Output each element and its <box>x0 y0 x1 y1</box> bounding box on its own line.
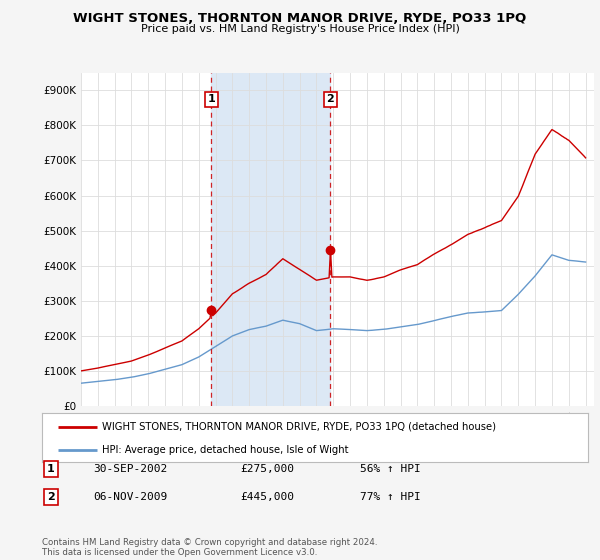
Text: 30-SEP-2002: 30-SEP-2002 <box>93 464 167 474</box>
Text: 1: 1 <box>208 95 215 105</box>
Text: £445,000: £445,000 <box>240 492 294 502</box>
Text: WIGHT STONES, THORNTON MANOR DRIVE, RYDE, PO33 1PQ (detached house): WIGHT STONES, THORNTON MANOR DRIVE, RYDE… <box>102 422 496 432</box>
Text: HPI: Average price, detached house, Isle of Wight: HPI: Average price, detached house, Isle… <box>102 445 349 455</box>
Text: Price paid vs. HM Land Registry's House Price Index (HPI): Price paid vs. HM Land Registry's House … <box>140 24 460 34</box>
Text: £275,000: £275,000 <box>240 464 294 474</box>
Text: Contains HM Land Registry data © Crown copyright and database right 2024.
This d: Contains HM Land Registry data © Crown c… <box>42 538 377 557</box>
Text: WIGHT STONES, THORNTON MANOR DRIVE, RYDE, PO33 1PQ: WIGHT STONES, THORNTON MANOR DRIVE, RYDE… <box>73 12 527 25</box>
Text: 06-NOV-2009: 06-NOV-2009 <box>93 492 167 502</box>
Text: 77% ↑ HPI: 77% ↑ HPI <box>360 492 421 502</box>
Bar <box>211 73 331 406</box>
Text: 56% ↑ HPI: 56% ↑ HPI <box>360 464 421 474</box>
Text: 1: 1 <box>47 464 55 474</box>
Text: 2: 2 <box>326 95 334 105</box>
Text: 2: 2 <box>47 492 55 502</box>
